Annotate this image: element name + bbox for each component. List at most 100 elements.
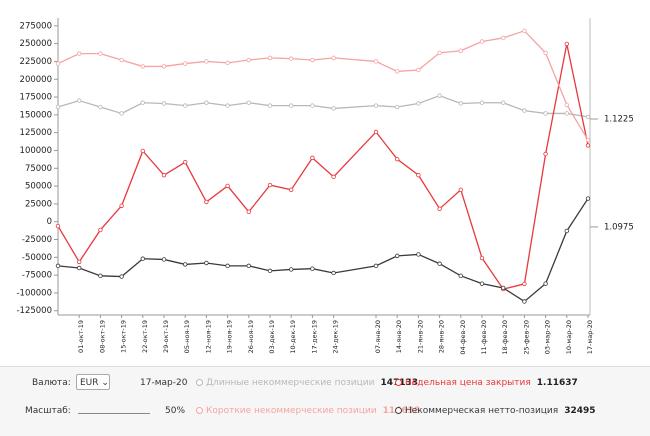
point: [585, 143, 591, 148]
legend-item: Короткие некоммерческие позиции114638: [196, 406, 420, 416]
scale-label: Масштаб:: [25, 406, 71, 416]
point: [161, 172, 167, 178]
x-tick-label: 19-ноя-19: [226, 320, 234, 353]
point: [331, 106, 336, 111]
series-line: [57, 43, 589, 290]
legend-marker: [395, 379, 402, 386]
point: [416, 172, 421, 178]
point: [119, 274, 124, 279]
point: [585, 196, 591, 201]
point: [289, 267, 294, 272]
point: [267, 268, 273, 274]
point: [225, 263, 230, 269]
point: [543, 151, 548, 157]
point: [543, 50, 548, 56]
point: [416, 67, 421, 73]
point: [204, 100, 209, 105]
point: [373, 263, 379, 269]
currency-value: EUR: [80, 378, 99, 388]
y-tick-label: 275000: [20, 21, 52, 31]
point: [564, 41, 569, 47]
point: [479, 255, 485, 261]
point: [501, 35, 506, 41]
point: [331, 55, 336, 61]
point: [267, 182, 273, 188]
y-tick-label: 175000: [20, 93, 52, 103]
x-tick-label: 01-окт-19: [77, 320, 85, 353]
legend-name: Недельная цена закрытия: [405, 378, 531, 388]
y-tick-label: -75000: [22, 271, 52, 281]
point: [204, 199, 209, 205]
y-tick-label: 100000: [20, 146, 52, 156]
point: [267, 55, 273, 61]
control-panel: Валюта: EUR ⌄ 17-мар-20 Масштаб: 50% Дли…: [0, 366, 650, 436]
point: [564, 102, 569, 108]
point: [140, 100, 145, 105]
point: [161, 257, 167, 262]
y-tick-label: 200000: [20, 75, 52, 85]
x-tick-label: 21-янв-20: [416, 320, 424, 353]
point: [437, 93, 442, 98]
point: [310, 266, 315, 271]
point: [289, 187, 294, 193]
point: [76, 51, 82, 56]
y-tick-label: 75000: [25, 164, 52, 174]
point: [161, 101, 167, 106]
x-tick-label: 25-фев-20: [522, 320, 530, 355]
point: [458, 187, 463, 193]
legend-name: Короткие некоммерческие позиции: [206, 406, 377, 416]
y-tick-label: 250000: [20, 39, 52, 49]
y-tick-label: 25000: [25, 199, 52, 209]
point: [98, 51, 103, 56]
legend-value: 1.11637: [536, 378, 578, 388]
point: [119, 203, 124, 208]
point: [437, 261, 442, 266]
y-tick-label: 0: [47, 217, 52, 227]
point: [416, 252, 421, 257]
x-tick-label: 14-янв-20: [395, 320, 403, 353]
point: [522, 281, 527, 287]
x-tick-label: 10-мар-20: [565, 320, 573, 354]
x-tick-label: 11-фев-20: [480, 320, 488, 355]
point: [310, 103, 315, 108]
series-line: [57, 198, 589, 303]
point: [76, 259, 82, 265]
point: [55, 61, 61, 66]
point: [119, 111, 124, 116]
point: [289, 103, 294, 108]
point: [543, 111, 548, 116]
y-tick-label: 150000: [20, 110, 52, 120]
point: [331, 270, 336, 276]
point: [119, 57, 124, 63]
point: [585, 137, 591, 143]
y2-tick-label: 1.1225: [604, 115, 634, 125]
point: [458, 48, 463, 53]
point: [246, 209, 251, 215]
x-tick-label: 17-мар-20: [586, 320, 594, 354]
x-tick-label: 26-ноя-19: [247, 320, 255, 353]
point: [458, 273, 463, 279]
x-tick-label: 04-фев-20: [459, 320, 467, 355]
point: [55, 223, 61, 229]
point: [182, 103, 188, 108]
legend-marker: [395, 407, 402, 414]
point: [501, 100, 506, 105]
point: [458, 101, 463, 106]
scale-slider[interactable]: [78, 407, 150, 414]
point: [395, 104, 400, 110]
point: [564, 111, 569, 116]
point: [98, 104, 103, 110]
x-tick-label: 05-ноя-19: [183, 320, 191, 353]
legend-item: Недельная цена закрытия 1.11637: [395, 378, 578, 388]
point: [437, 50, 442, 56]
point: [98, 227, 103, 233]
point: [522, 108, 527, 113]
currency-label: Валюта:: [32, 378, 71, 388]
currency-select[interactable]: EUR ⌄: [76, 374, 110, 390]
date: 17-мар-20: [140, 378, 188, 388]
point: [76, 98, 82, 103]
point: [395, 156, 400, 162]
y-tick-label: -50000: [22, 253, 52, 263]
x-tick-label: 18-фев-20: [501, 320, 509, 355]
